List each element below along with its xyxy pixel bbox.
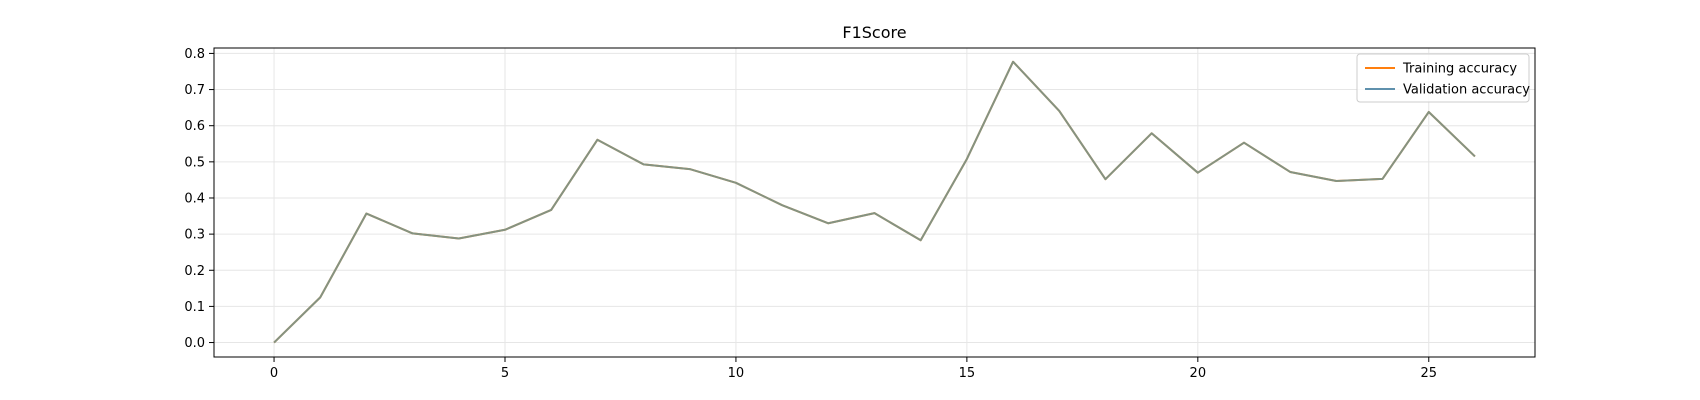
series-lines [273, 60, 1476, 344]
series-line-training-accuracy [273, 60, 1476, 344]
y-tick-label: 0.5 [184, 155, 205, 170]
chart-title: F1Score [842, 23, 906, 42]
y-tick-label: 0.8 [184, 47, 205, 62]
x-tick-label: 5 [501, 366, 509, 381]
plot-frame [213, 47, 1536, 358]
y-tick-label: 0.3 [184, 228, 205, 243]
y-tick-label: 0.2 [184, 264, 205, 279]
x-tick-label: 10 [728, 366, 745, 381]
legend: Training accuracy Validation accuracy [1356, 53, 1530, 103]
legend-box [1356, 53, 1530, 103]
legend-label-training-accuracy: Training accuracy [1402, 62, 1517, 77]
y-tick-label: 0.0 [184, 336, 205, 351]
x-axis: 0 5 10 15 20 25 [270, 357, 1437, 381]
x-tick-label: 25 [1420, 366, 1437, 381]
y-axis: 0.0 0.1 0.2 0.3 0.4 0.5 0.6 0.7 0.8 [184, 47, 214, 351]
x-tick-label: 0 [270, 366, 278, 381]
y-tick-label: 0.7 [184, 83, 205, 98]
grid-lines [214, 48, 1535, 357]
legend-label-validation-accuracy: Validation accuracy [1403, 83, 1530, 98]
x-tick-label: 15 [959, 366, 976, 381]
y-tick-label: 0.4 [184, 191, 205, 206]
y-tick-label: 0.1 [184, 300, 205, 315]
y-tick-label: 0.6 [184, 119, 205, 134]
series-line-validation-accuracy [273, 60, 1476, 344]
x-tick-label: 20 [1190, 366, 1207, 381]
